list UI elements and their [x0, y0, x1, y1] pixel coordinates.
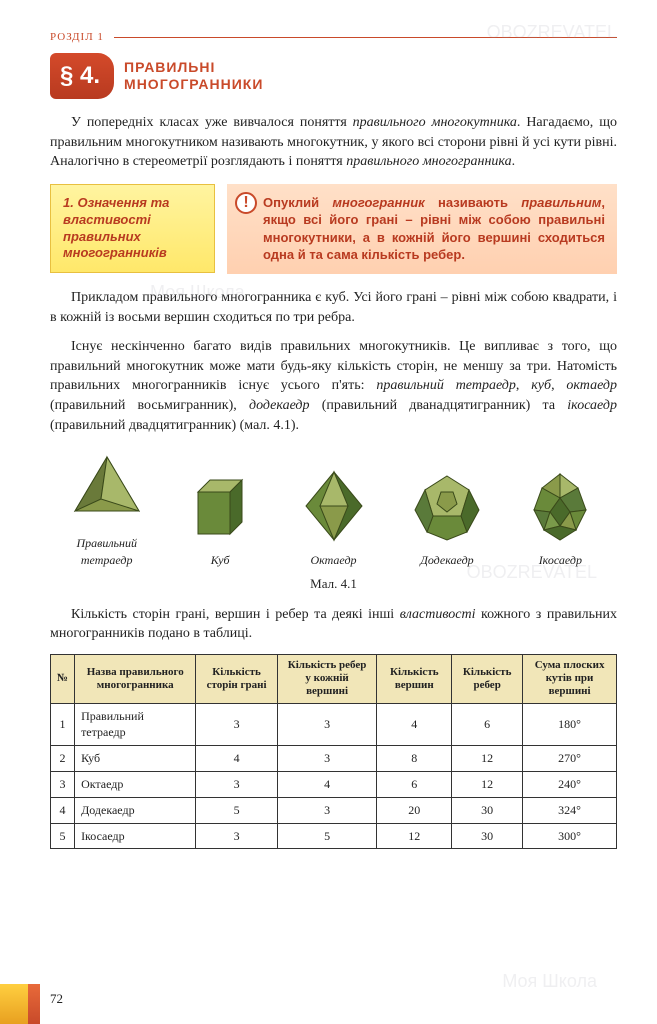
- th-name: Назва правильного многогранника: [75, 655, 196, 704]
- figure-dodeca: Додекаедр: [390, 466, 503, 569]
- cell: 30: [452, 823, 523, 849]
- page-number: 72: [50, 990, 63, 1008]
- cell: 300°: [523, 823, 617, 849]
- page-accent: [0, 984, 28, 1024]
- cell: 5: [51, 823, 75, 849]
- th-num: №: [51, 655, 75, 704]
- section-heading: § 4. ПРАВИЛЬНІ МНОГОГРАННИКИ: [50, 53, 617, 99]
- cell: 1: [51, 703, 75, 746]
- figure-caption: Мал. 4.1: [50, 575, 617, 593]
- table-intro: Кількість сторін грані, вершин і ребер т…: [50, 605, 617, 644]
- cell: 3: [51, 772, 75, 798]
- cell: 5: [277, 823, 377, 849]
- page-header: РОЗДІЛ 1: [50, 30, 617, 45]
- cell: 8: [377, 746, 452, 772]
- cell-name: Ікосаедр: [75, 823, 196, 849]
- definition-text: ! Опуклий многогранник називають правиль…: [227, 184, 617, 274]
- cell-name: Октаедр: [75, 772, 196, 798]
- th-angle-sum: Сума плоских кутів при вершині: [523, 655, 617, 704]
- page-accent: [28, 984, 40, 1024]
- table-row: 2Куб43812270°: [51, 746, 617, 772]
- th-edges-vertex: Кількість ребер у кожній вершині: [277, 655, 377, 704]
- cell: 4: [377, 703, 452, 746]
- figure-octa: Октаедр: [277, 466, 390, 569]
- cell: 12: [452, 746, 523, 772]
- cell-name: Правильний тетраедр: [75, 703, 196, 746]
- intro-paragraph: У попередніх класах уже вивчалося понятт…: [50, 113, 617, 172]
- cell: 30: [452, 797, 523, 823]
- cell: 12: [452, 772, 523, 798]
- th-sides: Кількість сторін грані: [196, 655, 277, 704]
- cell: 6: [377, 772, 452, 798]
- figure-icosa: Ікосаедр: [504, 466, 617, 569]
- cell: 270°: [523, 746, 617, 772]
- cell-name: Куб: [75, 746, 196, 772]
- cell: 20: [377, 797, 452, 823]
- table-row: 5Ікосаедр351230300°: [51, 823, 617, 849]
- cell: 4: [51, 797, 75, 823]
- cell-name: Додекаедр: [75, 797, 196, 823]
- cell: 3: [196, 703, 277, 746]
- cell: 5: [196, 797, 277, 823]
- cell: 6: [452, 703, 523, 746]
- cell: 3: [196, 823, 277, 849]
- cell: 240°: [523, 772, 617, 798]
- cell: 324°: [523, 797, 617, 823]
- cell: 3: [277, 703, 377, 746]
- cell: 3: [196, 772, 277, 798]
- table-header-row: № Назва правильного многогранника Кількі…: [51, 655, 617, 704]
- header-rule: [114, 37, 617, 38]
- th-edges: Кількість ребер: [452, 655, 523, 704]
- definition-block: 1. Означення та властивості правильних м…: [50, 184, 617, 274]
- paragraph-3: Існує нескінченно багато видів правильни…: [50, 337, 617, 435]
- figure-row: Правильний тетраедр Куб Октаедр Додекаед…: [50, 449, 617, 569]
- table-row: 3Октаедр34612240°: [51, 772, 617, 798]
- cell: 3: [277, 797, 377, 823]
- table-row: 1Правильний тетраедр3346180°: [51, 703, 617, 746]
- polyhedra-table: № Назва правильного многогранника Кількі…: [50, 654, 617, 849]
- exclamation-icon: !: [235, 192, 257, 214]
- definition-label: 1. Означення та властивості правильних м…: [50, 184, 215, 274]
- figure-tetra: Правильний тетраедр: [50, 449, 163, 569]
- cell: 4: [277, 772, 377, 798]
- cell: 3: [277, 746, 377, 772]
- paragraph-2: Прикладом правильного многогранника є ку…: [50, 288, 617, 327]
- figure-cube: Куб: [163, 466, 276, 569]
- section-title: ПРАВИЛЬНІ МНОГОГРАННИКИ: [124, 59, 263, 93]
- cell: 12: [377, 823, 452, 849]
- section-number-badge: § 4.: [50, 53, 114, 99]
- table-row: 4Додекаедр532030324°: [51, 797, 617, 823]
- cell: 180°: [523, 703, 617, 746]
- cell: 2: [51, 746, 75, 772]
- section-chapter: РОЗДІЛ 1: [50, 30, 104, 45]
- cell: 4: [196, 746, 277, 772]
- watermark: Моя Школа: [502, 969, 597, 994]
- table-body: 1Правильний тетраедр3346180°2Куб43812270…: [51, 703, 617, 849]
- th-vertices: Кількість вершин: [377, 655, 452, 704]
